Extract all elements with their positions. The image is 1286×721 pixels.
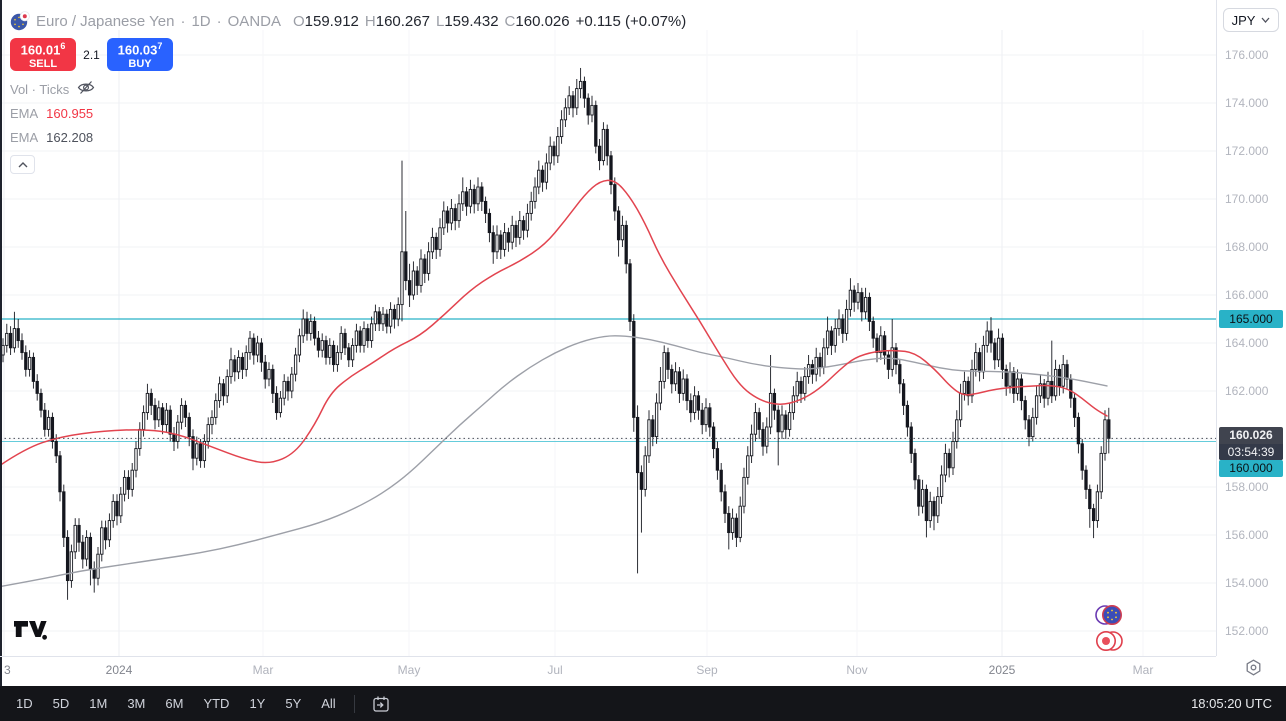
range-button-ytd[interactable]: YTD — [203, 696, 230, 711]
bottom-toolbar: 1D 5D 1M 3M 6M YTD 1Y 5Y All 18:05:20 UTC — [0, 686, 1286, 721]
time-tick: 2025 — [988, 663, 1016, 677]
price-tick: 168.000 — [1225, 240, 1269, 254]
ema-fast-value: 160.955 — [46, 105, 94, 121]
range-button-3m[interactable]: 3M — [127, 696, 146, 711]
ohlc-close: C160.026 — [504, 12, 570, 30]
time-tick: 2024 — [105, 663, 133, 677]
time-tick: Jul — [547, 663, 563, 677]
exchange-label[interactable]: OANDA — [227, 12, 281, 30]
time-tick: May — [397, 663, 421, 677]
bar-countdown: 03:54:39 — [1219, 444, 1283, 460]
price-tick: 156.000 — [1225, 528, 1269, 542]
chevron-down-icon — [1261, 17, 1270, 23]
price-tick: 170.000 — [1225, 192, 1269, 206]
separator-dot: · — [180, 12, 186, 30]
time-tick: Mar — [252, 663, 274, 677]
toolbar-divider — [353, 694, 355, 713]
ema-slow-legend-row[interactable]: EMA 162.208 — [10, 125, 95, 149]
ema-slow-value: 162.208 — [46, 129, 94, 145]
price-tick: 176.000 — [1225, 48, 1269, 62]
ohlc-high: H160.267 — [364, 12, 430, 30]
time-tick: 3 — [4, 663, 11, 677]
study-legend: Vol · Ticks EMA 160.955 EMA 162.208 — [10, 77, 95, 174]
order-panel: 160.016 SELL 2.1 160.037 BUY — [10, 38, 173, 71]
range-button-6m[interactable]: 6M — [165, 696, 184, 711]
last-price-label: 160.026 03:54:39 — [1219, 427, 1283, 460]
chevron-up-icon — [18, 161, 27, 167]
currency-label: JPY — [1231, 12, 1256, 28]
jpy-flag-icon — [1096, 631, 1123, 651]
eur-flag-icon — [1095, 605, 1122, 625]
time-tick: Sep — [696, 663, 718, 677]
calendar-icon — [373, 696, 389, 712]
time-axis[interactable]: 3 2024 Mar May Jul Sep Nov 2025 Mar — [0, 656, 1216, 686]
ema-fast-legend-row[interactable]: EMA 160.955 — [10, 101, 95, 125]
tradingview-logo-icon[interactable] — [14, 621, 47, 645]
volume-legend-row[interactable]: Vol · Ticks — [10, 77, 95, 101]
price-tick: 172.000 — [1225, 144, 1269, 158]
range-button-5y[interactable]: 5Y — [285, 696, 302, 711]
price-change: +0.115 (+0.07%) — [575, 12, 687, 30]
price-tick: 152.000 — [1225, 624, 1269, 638]
buy-button[interactable]: 160.037 BUY — [107, 38, 173, 71]
ema-slow-label: EMA — [10, 129, 39, 145]
utc-clock[interactable]: 18:05:20 UTC — [1191, 696, 1272, 711]
sell-button[interactable]: 160.016 SELL — [10, 38, 76, 71]
price-axis[interactable]: JPY 176.000 174.000 172.000 170.000 168.000 1… — [1216, 0, 1286, 656]
eur-jpy-pair-icon[interactable] — [10, 11, 30, 31]
level-160-label[interactable]: 160.000 — [1219, 460, 1283, 477]
spread-value: 2.1 — [83, 47, 100, 62]
level-165-label[interactable]: 165.000 — [1219, 310, 1283, 328]
eye-off-icon[interactable] — [77, 80, 95, 98]
price-tick: 166.000 — [1225, 288, 1269, 302]
interval-button[interactable]: 1D — [191, 12, 211, 30]
time-tick: Nov — [846, 663, 868, 677]
currency-selector[interactable]: JPY — [1223, 8, 1279, 32]
time-tick: Mar — [1132, 663, 1154, 677]
range-button-1y[interactable]: 1Y — [249, 696, 266, 711]
price-tick: 162.000 — [1225, 384, 1269, 398]
price-tick: 154.000 — [1225, 576, 1269, 590]
range-button-1d[interactable]: 1D — [16, 696, 33, 711]
range-button-5d[interactable]: 5D — [52, 696, 70, 711]
ohlc-open: O159.912 — [292, 12, 359, 30]
symbol-title[interactable]: Euro / Japanese Yen — [36, 12, 175, 30]
price-tick: 174.000 — [1225, 96, 1269, 110]
price-tick: 158.000 — [1225, 480, 1269, 494]
window-left-edge — [0, 0, 2, 686]
last-price-value: 160.026 — [1229, 428, 1273, 442]
ohlc-low: L159.432 — [435, 12, 499, 30]
collapse-legend-button[interactable] — [10, 155, 35, 174]
gear-icon[interactable] — [1244, 658, 1263, 682]
symbol-header: Euro / Japanese Yen · 1D · OANDA O159.91… — [10, 10, 686, 32]
price-chart-canvas[interactable] — [0, 0, 1216, 686]
go-to-date-button[interactable] — [363, 692, 399, 716]
volume-label: Vol · Ticks — [10, 81, 70, 97]
separator-dot: · — [216, 12, 222, 30]
ema-fast-label: EMA — [10, 105, 39, 121]
price-tick: 164.000 — [1225, 336, 1269, 350]
range-button-all[interactable]: All — [321, 696, 336, 711]
range-button-1m[interactable]: 1M — [89, 696, 108, 711]
pair-flag-badges — [1093, 603, 1129, 653]
